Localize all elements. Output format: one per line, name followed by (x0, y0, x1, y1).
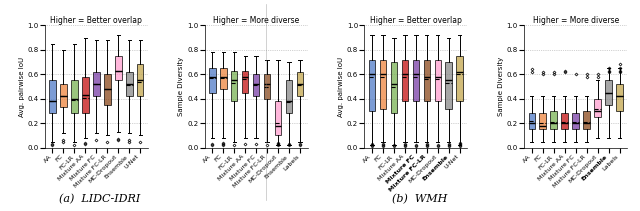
PathPatch shape (49, 80, 56, 114)
PathPatch shape (264, 74, 270, 99)
PathPatch shape (220, 68, 227, 89)
PathPatch shape (595, 99, 601, 117)
PathPatch shape (380, 60, 387, 108)
PathPatch shape (369, 60, 375, 111)
PathPatch shape (60, 84, 67, 107)
PathPatch shape (529, 114, 535, 129)
PathPatch shape (104, 74, 111, 105)
PathPatch shape (126, 72, 132, 96)
PathPatch shape (456, 56, 463, 101)
Title: Higher = Better overlap: Higher = Better overlap (51, 16, 142, 24)
PathPatch shape (93, 72, 100, 96)
PathPatch shape (297, 72, 303, 96)
PathPatch shape (445, 62, 452, 108)
PathPatch shape (540, 114, 546, 129)
PathPatch shape (390, 62, 397, 114)
PathPatch shape (275, 101, 282, 135)
PathPatch shape (413, 60, 419, 101)
PathPatch shape (616, 84, 623, 111)
PathPatch shape (209, 68, 216, 93)
PathPatch shape (137, 65, 143, 96)
PathPatch shape (583, 111, 590, 129)
PathPatch shape (572, 114, 579, 129)
Title: Higher = Better overlap: Higher = Better overlap (370, 16, 462, 24)
Y-axis label: Sample Diversity: Sample Diversity (179, 57, 184, 116)
PathPatch shape (231, 71, 237, 101)
PathPatch shape (561, 114, 568, 129)
Text: (b)  WMH: (b) WMH (392, 194, 447, 205)
Y-axis label: Avg. pairwise IoU: Avg. pairwise IoU (338, 57, 344, 116)
Text: (a)  LIDC-IDRI: (a) LIDC-IDRI (59, 194, 140, 205)
Y-axis label: Sample Diversity: Sample Diversity (498, 57, 504, 116)
PathPatch shape (285, 80, 292, 114)
PathPatch shape (242, 71, 248, 93)
PathPatch shape (71, 80, 77, 114)
PathPatch shape (435, 60, 441, 101)
PathPatch shape (253, 74, 259, 96)
Y-axis label: Avg. pairwise IoU: Avg. pairwise IoU (19, 57, 24, 116)
Title: Higher = More diverse: Higher = More diverse (532, 16, 619, 24)
PathPatch shape (424, 60, 430, 101)
PathPatch shape (82, 77, 89, 114)
PathPatch shape (402, 60, 408, 101)
PathPatch shape (550, 111, 557, 129)
PathPatch shape (115, 56, 122, 80)
PathPatch shape (605, 80, 612, 105)
Title: Higher = More diverse: Higher = More diverse (213, 16, 300, 24)
